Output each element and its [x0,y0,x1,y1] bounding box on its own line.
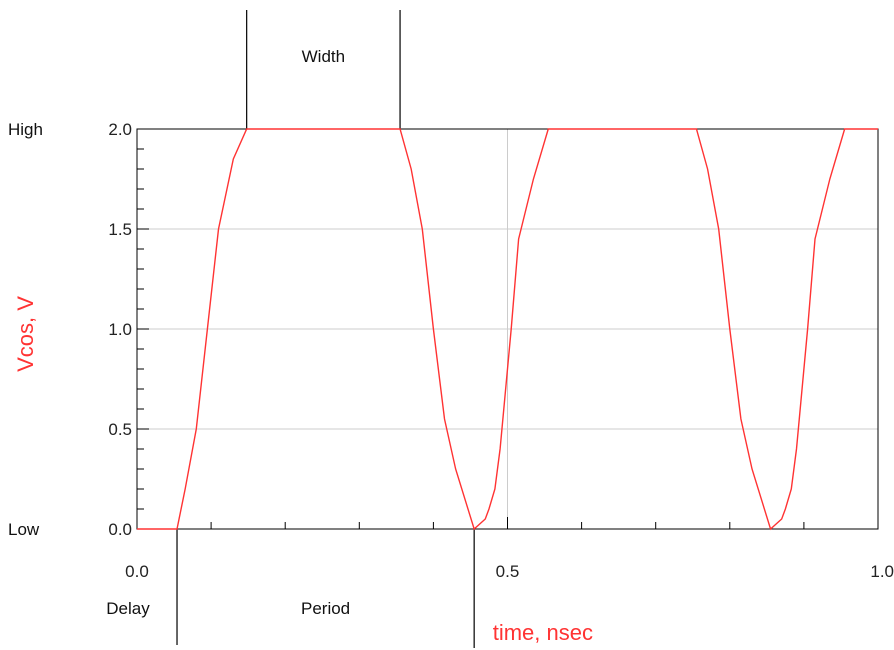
plot-frame [136,128,879,530]
width-label: Width [302,47,345,66]
y-axis-title: Vcos, V [13,296,38,372]
series-line-vcos [137,128,878,531]
high-level-label: High [8,120,43,139]
y-tick-label: 2.0 [108,120,132,139]
x-tick-label: 1.0 [870,562,894,581]
low-level-label: Low [8,520,40,539]
x-tick-label: 0.0 [125,562,149,581]
period-label: Period [301,599,350,618]
annotation-markers [176,10,475,648]
tick-labels: 0.0 0.5 1.0 1.5 2.0 0.0 0.5 1.0 [108,120,894,581]
grid-lines [136,128,879,530]
y-tick-label: 0.0 [108,520,132,539]
y-tick-label: 1.0 [108,320,132,339]
y-tick-label: 1.5 [108,220,132,239]
x-axis-title: time, nsec [493,620,593,645]
x-tick-label: 0.5 [496,562,520,581]
delay-label: Delay [106,599,150,618]
y-tick-label: 0.5 [108,420,132,439]
